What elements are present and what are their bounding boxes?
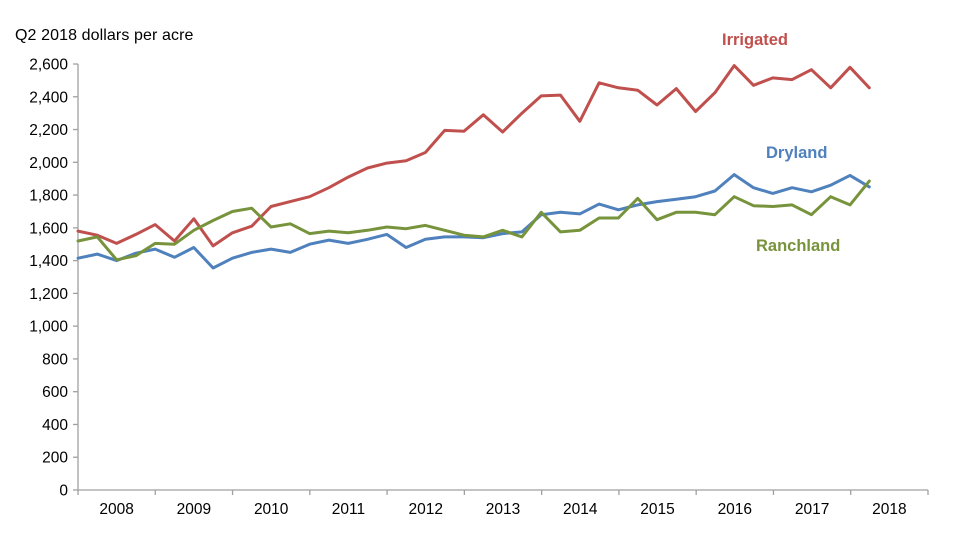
x-year-label: 2016 xyxy=(718,501,752,518)
x-year-label: 2017 xyxy=(795,501,829,518)
x-year-label: 2015 xyxy=(640,501,674,518)
chart-title: Q2 2018 dollars per acre xyxy=(15,27,194,44)
x-year-label: 2018 xyxy=(872,501,906,518)
y-tick-label: 0 xyxy=(59,483,68,500)
series-line-ranchland xyxy=(76,179,871,262)
y-tick-label: 2,000 xyxy=(29,155,68,172)
y-tick-label: 1,400 xyxy=(29,253,68,270)
x-year-label: 2013 xyxy=(486,501,520,518)
series-label-dryland: Dryland xyxy=(766,144,827,162)
y-tick-label: 600 xyxy=(42,384,68,401)
series-label-irrigated: Irrigated xyxy=(722,31,788,49)
y-tick-label: 1,800 xyxy=(29,188,68,205)
x-year-label: 2012 xyxy=(408,501,442,518)
y-tick-label: 2,400 xyxy=(29,89,68,106)
series-line-irrigated xyxy=(76,64,871,248)
x-year-label: 2010 xyxy=(254,501,289,518)
y-tick-label: 1,600 xyxy=(29,220,68,237)
y-tick-label: 2,600 xyxy=(29,57,68,74)
series-label-ranchland: Ranchland xyxy=(756,237,840,255)
y-tick-label: 200 xyxy=(42,450,68,467)
y-tick-label: 1,200 xyxy=(29,286,68,303)
y-tick-label: 800 xyxy=(42,351,68,368)
x-year-label: 2008 xyxy=(99,501,133,518)
x-year-label: 2009 xyxy=(177,501,211,518)
x-year-label: 2011 xyxy=(332,501,365,518)
x-year-label: 2014 xyxy=(563,501,598,518)
y-tick-label: 1,000 xyxy=(29,319,68,336)
y-tick-label: 2,200 xyxy=(29,122,68,139)
y-tick-label: 400 xyxy=(42,417,68,434)
